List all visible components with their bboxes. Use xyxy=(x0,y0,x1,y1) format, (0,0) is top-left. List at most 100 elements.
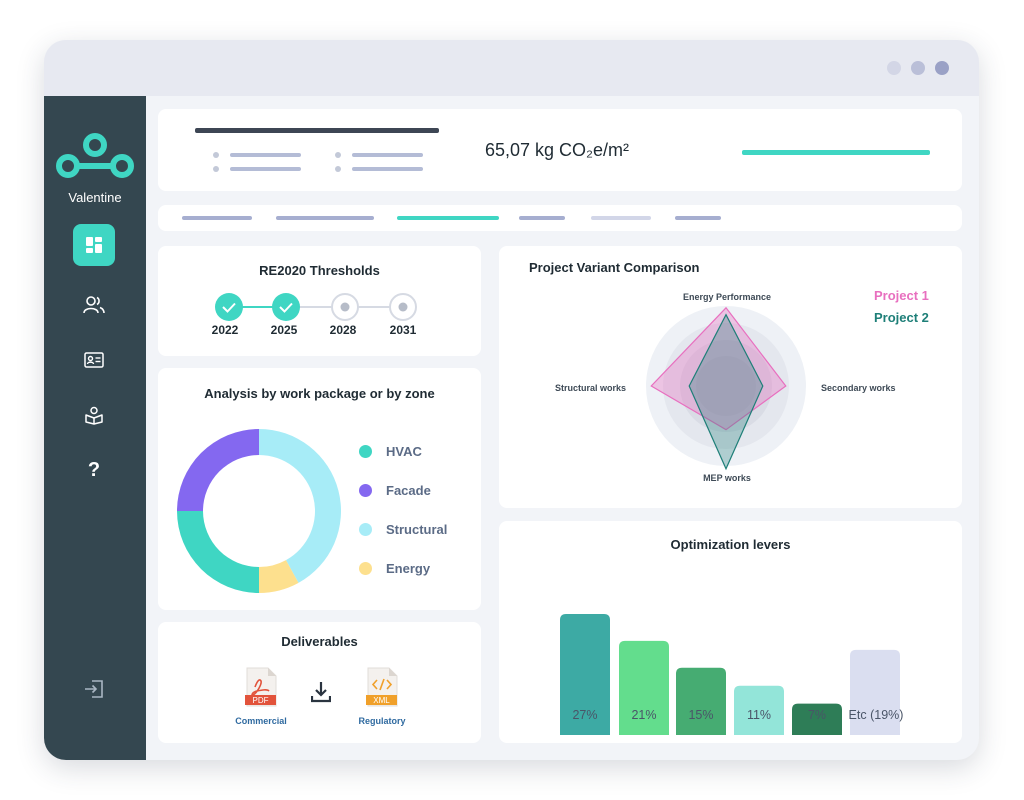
axis-label: Energy Performance xyxy=(682,292,772,302)
step-label: 2022 xyxy=(211,323,239,337)
bar-label: 27% xyxy=(572,708,598,722)
step-2031-icon xyxy=(389,293,417,321)
sidebar-item-contacts[interactable] xyxy=(73,339,115,381)
header-card: 65,07 kg CO₂e/m² xyxy=(158,109,962,191)
radar-ring xyxy=(696,356,756,416)
regulatory-file[interactable]: XML Regulatory xyxy=(347,667,417,726)
donut-slice-facade[interactable] xyxy=(177,429,259,511)
svg-text:PDF: PDF xyxy=(253,696,269,705)
tab-placeholder[interactable] xyxy=(675,216,721,220)
step-label: 2025 xyxy=(270,323,298,337)
bar-label: 15% xyxy=(688,708,714,722)
bar-label: 7% xyxy=(807,708,827,722)
placeholder-bullet xyxy=(335,166,341,172)
sidebar-item-help[interactable]: ? xyxy=(73,449,115,491)
placeholder-bullet xyxy=(335,152,341,158)
legend-label: Energy xyxy=(386,561,431,576)
legend-item[interactable]: Energy xyxy=(359,561,430,576)
bar-chart xyxy=(560,614,900,735)
thresholds-card: RE2020 Thresholds 2022 2025 2028 xyxy=(158,246,481,356)
donut-slice-structural[interactable] xyxy=(259,429,341,583)
placeholder-line xyxy=(230,167,301,171)
header-metric: 65,07 kg CO₂e/m² xyxy=(485,140,630,160)
tab-strip xyxy=(158,205,962,231)
legend-project-2[interactable]: Project 2 xyxy=(874,310,929,325)
bar[interactable] xyxy=(676,667,726,735)
window-dot[interactable] xyxy=(935,61,949,75)
step-2028-icon xyxy=(331,293,359,321)
analysis-card: Analysis by work package or by zone HVAC… xyxy=(158,368,481,610)
brand-name: Valentine xyxy=(68,190,122,205)
tab-placeholder[interactable] xyxy=(519,216,565,220)
tab-placeholder-active[interactable] xyxy=(397,216,499,220)
bar[interactable] xyxy=(734,685,784,735)
donut-slice-energy[interactable] xyxy=(259,560,299,593)
bar-label: 21% xyxy=(631,708,657,722)
bar[interactable] xyxy=(619,640,669,735)
tab-placeholder[interactable] xyxy=(276,216,374,220)
bar[interactable] xyxy=(850,649,900,735)
placeholder-bullet xyxy=(213,152,219,158)
progress-bar xyxy=(742,150,930,155)
axis-label: MEP works xyxy=(703,473,751,483)
window-dot[interactable] xyxy=(911,61,925,75)
app-window: Valentine xyxy=(44,40,979,760)
pdf-file-icon: PDF xyxy=(245,667,277,707)
radar-series-2[interactable] xyxy=(688,313,764,471)
analysis-title: Analysis by work package or by zone xyxy=(204,386,435,401)
logout-icon xyxy=(85,680,103,698)
bar-label: 11% xyxy=(746,708,772,722)
bar-label: Etc (19%) xyxy=(848,708,904,722)
file-label: Commercial xyxy=(235,716,287,726)
window-titlebar xyxy=(44,40,979,96)
comparison-title: Project Variant Comparison xyxy=(529,260,700,275)
bar[interactable] xyxy=(792,703,842,735)
legend-project-1[interactable]: Project 1 xyxy=(874,288,929,303)
donut-slice-hvac[interactable] xyxy=(177,511,259,593)
legend-item[interactable]: HVAC xyxy=(359,444,422,459)
file-label: Regulatory xyxy=(358,716,406,726)
commercial-file[interactable]: PDF Commercial xyxy=(226,667,296,726)
optimization-title: Optimization levers xyxy=(670,537,791,552)
legend-swatch xyxy=(359,562,372,575)
tab-placeholder[interactable] xyxy=(591,216,651,220)
sidebar-item-dashboard[interactable] xyxy=(73,224,115,266)
legend-item[interactable]: Facade xyxy=(359,483,431,498)
book-icon xyxy=(85,406,103,425)
logout-button[interactable] xyxy=(73,668,115,710)
threshold-stepper xyxy=(215,293,417,321)
download-icon[interactable] xyxy=(311,681,331,703)
dashboard-icon xyxy=(86,237,102,253)
legend-swatch xyxy=(359,484,372,497)
legend-label: Facade xyxy=(386,483,431,498)
legend-swatch xyxy=(359,523,372,536)
sidebar-item-library[interactable] xyxy=(73,394,115,436)
brand-logo-icon xyxy=(56,133,134,178)
xml-file-icon: XML xyxy=(366,667,398,707)
deliverables-title: Deliverables xyxy=(281,634,358,649)
radar-series-1[interactable] xyxy=(650,306,787,431)
header-title-placeholder xyxy=(195,128,439,133)
window-dot[interactable] xyxy=(887,61,901,75)
sidebar-item-users[interactable] xyxy=(73,284,115,326)
comparison-card: Project Variant Comparison Project 1 Pro… xyxy=(499,246,962,508)
axis-label: Secondary works xyxy=(821,383,896,393)
thresholds-title: RE2020 Thresholds xyxy=(259,263,380,278)
placeholder-line xyxy=(352,167,423,171)
optimization-card: Optimization levers 27% 21% 15% 11% 7% E… xyxy=(499,521,962,743)
axis-label: Structural works xyxy=(555,383,627,393)
users-icon xyxy=(83,296,105,314)
legend-label: Structural xyxy=(386,522,448,537)
placeholder-line xyxy=(352,153,423,157)
bar[interactable] xyxy=(560,614,610,735)
sidebar: Valentine xyxy=(44,96,146,760)
tab-placeholder[interactable] xyxy=(182,216,252,220)
svg-text:XML: XML xyxy=(373,696,390,705)
placeholder-line xyxy=(230,153,301,157)
donut-chart xyxy=(177,429,341,593)
legend-swatch xyxy=(359,445,372,458)
deliverables-card: Deliverables PDF Commercial xyxy=(158,622,481,743)
legend-item[interactable]: Structural xyxy=(359,522,447,537)
question-icon: ? xyxy=(87,458,101,481)
step-label: 2028 xyxy=(329,323,357,337)
